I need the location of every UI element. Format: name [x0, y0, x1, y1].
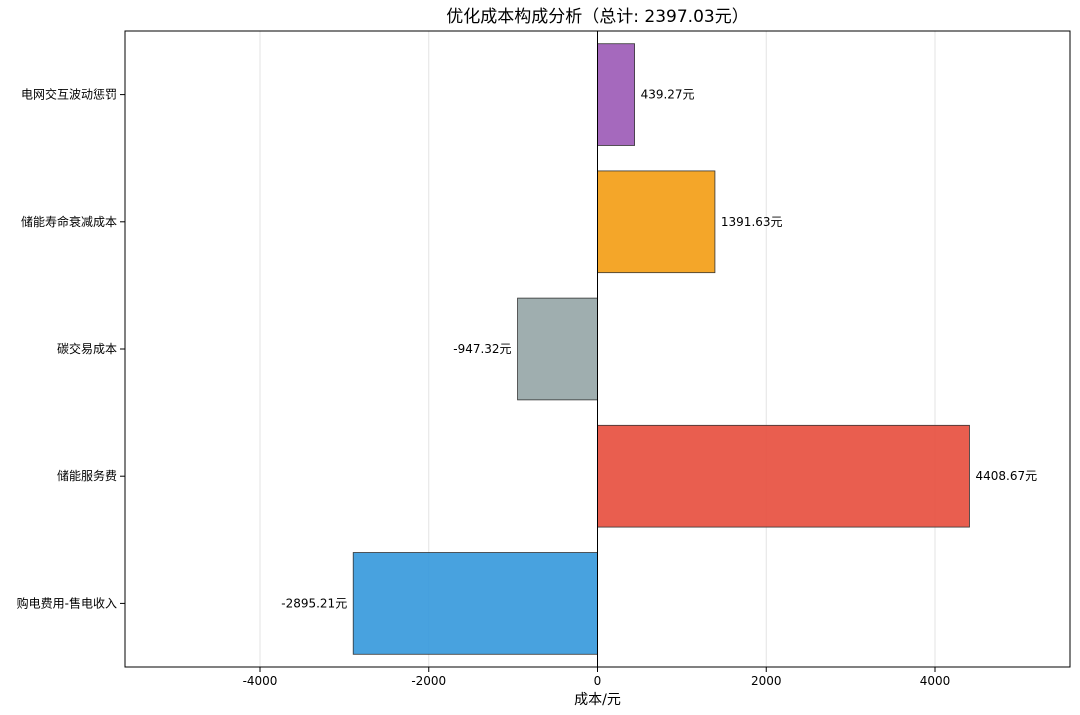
- y-tick-label: 购电费用-售电收入: [17, 595, 117, 610]
- x-tick-label: -4000: [243, 674, 278, 688]
- data-labels: -2895.21元 4408.67元 -947.32元 1391.63元 439.27元: [281, 88, 1037, 611]
- x-axis-ticks: -4000 -2000 0 2000 4000: [243, 667, 951, 688]
- x-tick-label: -2000: [411, 674, 446, 688]
- data-label: -947.32元: [453, 342, 511, 356]
- data-label: 439.27元: [641, 88, 695, 102]
- x-tick-label: 4000: [920, 674, 951, 688]
- data-label: 4408.67元: [975, 469, 1037, 483]
- bar: [517, 297, 598, 401]
- bars: [352, 43, 970, 655]
- y-tick-label: 储能服务费: [57, 468, 117, 483]
- data-label: 1391.63元: [721, 215, 783, 229]
- data-label: -2895.21元: [281, 596, 347, 610]
- bar: [597, 43, 635, 146]
- bar: [352, 552, 598, 655]
- x-tick-label: 2000: [751, 674, 782, 688]
- chart-title: 优化成本构成分析（总计: 2397.03元）: [446, 7, 748, 27]
- x-tick-label: 0: [594, 674, 602, 688]
- bar: [597, 170, 716, 274]
- y-tick-label: 电网交互波动惩罚: [21, 87, 117, 102]
- y-tick-label: 碳交易成本: [57, 341, 117, 356]
- y-tick-label: 储能寿命衰减成本: [21, 214, 117, 229]
- bar: [597, 424, 970, 528]
- x-axis-label: 成本/元: [574, 692, 621, 708]
